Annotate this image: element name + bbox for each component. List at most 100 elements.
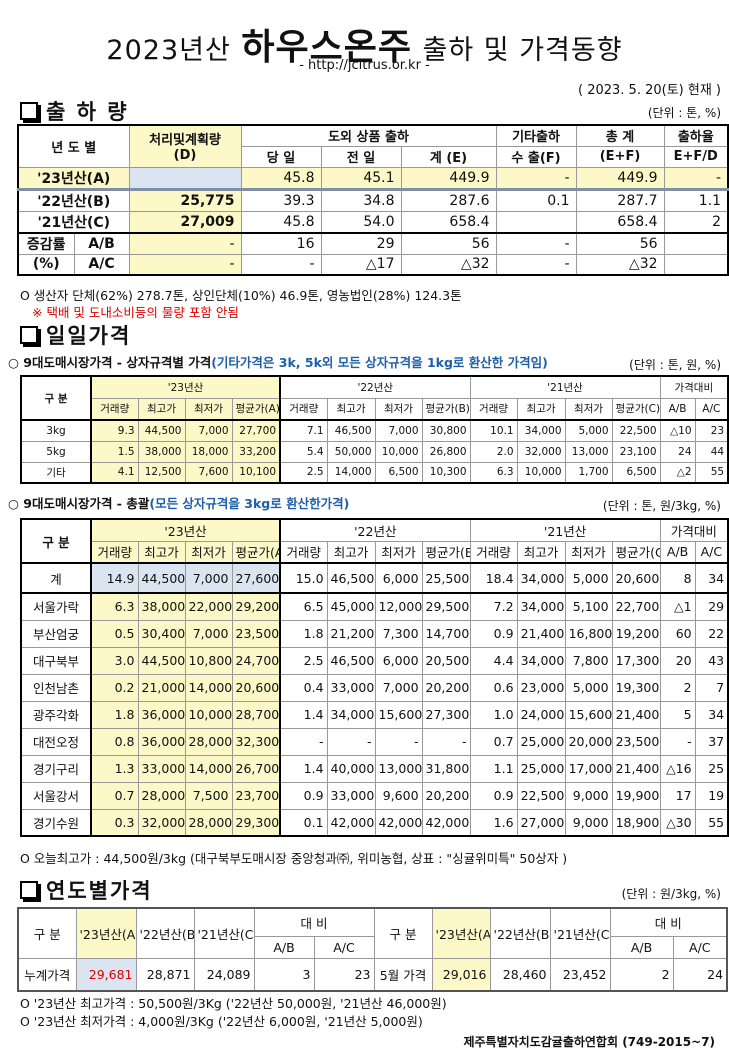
price-cell: 19,200 [611,619,661,648]
price-cell: 10,100 [231,461,281,484]
price-cell: 1.6 [469,808,518,837]
header-23: '23년산(A) [75,907,137,959]
price-cell: 4.1 [90,461,139,484]
price-cell: 18,000 [184,440,233,463]
header-compare: 대 비 [253,907,375,937]
price-cell: 16,800 [564,619,613,648]
header-plan-label: 처리및계획량 [149,133,221,149]
yearly-cell: 24 [672,957,728,992]
price-cell: 15.0 [279,562,328,594]
price-cell: - [421,727,471,756]
header-ac: A/C [672,935,728,959]
header-total-sub: (E+F) [575,145,665,168]
price-cell: 5 [659,700,696,729]
price-cell: 5.4 [279,440,328,463]
price-cell: 20,200 [421,781,471,810]
change-cell: 29 [320,232,402,255]
price-cell: 42,000 [374,808,423,837]
price-cell: 24,000 [516,700,566,729]
header-min: 최저가 [374,397,423,421]
header-plan: 처리및계획량 (D) [128,124,242,168]
shipment-cell: 45.8 [240,166,322,191]
price-cell: 0.1 [279,808,328,837]
yearly-cell: 23 [313,957,375,992]
price-cell: 12,000 [374,592,423,621]
header-22: '22년산(B) [135,907,195,959]
site-url: - http://jcitrus.or.kr - [299,58,430,73]
header-rate: 출하율 [663,124,729,147]
price-cell: 17 [659,781,696,810]
price-cell: 46,500 [326,419,376,442]
price-cell: 14,000 [184,754,233,783]
price-cell: 2.5 [279,646,328,675]
section-title: 연도별가격 [46,879,153,903]
change-cell: - [128,232,242,255]
yearly-cell: 2 [609,957,674,992]
header-vol: 거래량 [90,540,139,564]
price-cell: 13,000 [564,440,613,463]
price-cell: 9.3 [90,419,139,442]
header-rate-sub: E+F/D [663,145,729,168]
price-cell: 20 [659,646,696,675]
title-product: 하우스온주 [241,27,412,68]
header-21: '21년산 [469,375,661,399]
table-row: 대구북부 3.0 44,500 10,800 24,700 2.5 46,500 6,000 2… [20,646,729,675]
price-cell: 6.5 [279,592,328,621]
shipment-row: '21년산(C) 27,009 45.8 54.0 658.4 658.4 2 [17,210,729,234]
price-cell: △30 [659,808,696,837]
price-cell: 25,000 [516,727,566,756]
price-cell: 44 [694,440,729,463]
price-cell: 22,500 [611,419,661,442]
price-cell: 17,300 [611,646,661,675]
yearly-cell: 23,452 [549,957,611,992]
price-cell: 29,300 [231,808,281,837]
row-label: 5kg [20,440,92,463]
table-row: 기타 4.1 12,500 7,600 10,100 2.5 14,000 6,500 10,3… [20,461,729,484]
shipment-cell: 0.1 [495,188,577,212]
price-cell: 21,400 [611,754,661,783]
row-label: 서울가락 [20,592,92,621]
price-cell: 1.8 [279,619,328,648]
header-max: 최고가 [326,397,376,421]
size-price-table: 구 분 '23년산 '22년산 '21년산 가격대비 거래량 최고가 최저가 평균가(A) 거래량… [20,375,729,484]
table-row: 서울가락 6.3 38,000 22,000 29,200 6.5 45,000 12,000… [20,592,729,621]
price-cell: 46,500 [326,646,376,675]
price-cell: 34,000 [516,592,566,621]
price-cell: 13,000 [374,754,423,783]
title-rest: 출하 및 가격동향 [422,35,623,66]
price-cell: 34,000 [516,562,566,594]
shipment-cell: 39.3 [240,188,322,212]
header-avgB: 평균가(B) [421,397,471,421]
row-label: '23년산(A) [17,166,130,191]
header-23: '23년산 [89,375,281,399]
price-cell: 26,700 [231,754,281,783]
row-label: 5월 가격 [373,957,433,992]
price-cell: 7,000 [184,419,233,442]
header-avgA: 평균가(A) [231,540,281,564]
price-cell: 38,000 [137,592,186,621]
row-label: 계 [20,562,92,594]
checkbox-square-icon [20,326,38,344]
change-row: 증감률 A/B -16 29 56-56 [17,232,729,255]
header-ac: A/C [313,935,375,959]
shipment-cell: 45.1 [320,166,402,191]
price-cell: 23,500 [231,619,281,648]
price-cell: 32,000 [516,440,566,463]
header-other: 기타출하 [495,124,577,147]
yearly-max-note: O '23년산 최고가격 : 50,500원/3Kg ('22년산 50,000… [20,996,447,1011]
shipment-cell: 658.4 [400,210,497,234]
price-cell: 21,200 [326,619,376,648]
header-21: '21년산(C) [193,907,255,959]
price-cell: 8 [659,562,696,594]
header-vol: 거래량 [469,540,518,564]
yearly-cell: 29,681 [75,957,137,992]
header-row: A/B A/C A/B A/C [18,935,728,959]
daily-total-subtitle: ○ 9대도매시장가격 - 총괄(모든 상자규격을 3kg로 환산한가격) [8,493,349,512]
price-cell: 10,000 [374,440,423,463]
header-vol: 거래량 [279,540,328,564]
price-cell: 28,000 [184,808,233,837]
footer-org: 제주특별자치도감귤출하연합회 (749-2015~7) [463,1035,715,1049]
today-max-note: O 오늘최고가 : 44,500원/3kg (대구북부도매시장 중앙청과㈜, 위… [20,851,568,866]
price-cell: 5,000 [564,673,613,702]
shipment-cell: 27,009 [128,210,242,234]
